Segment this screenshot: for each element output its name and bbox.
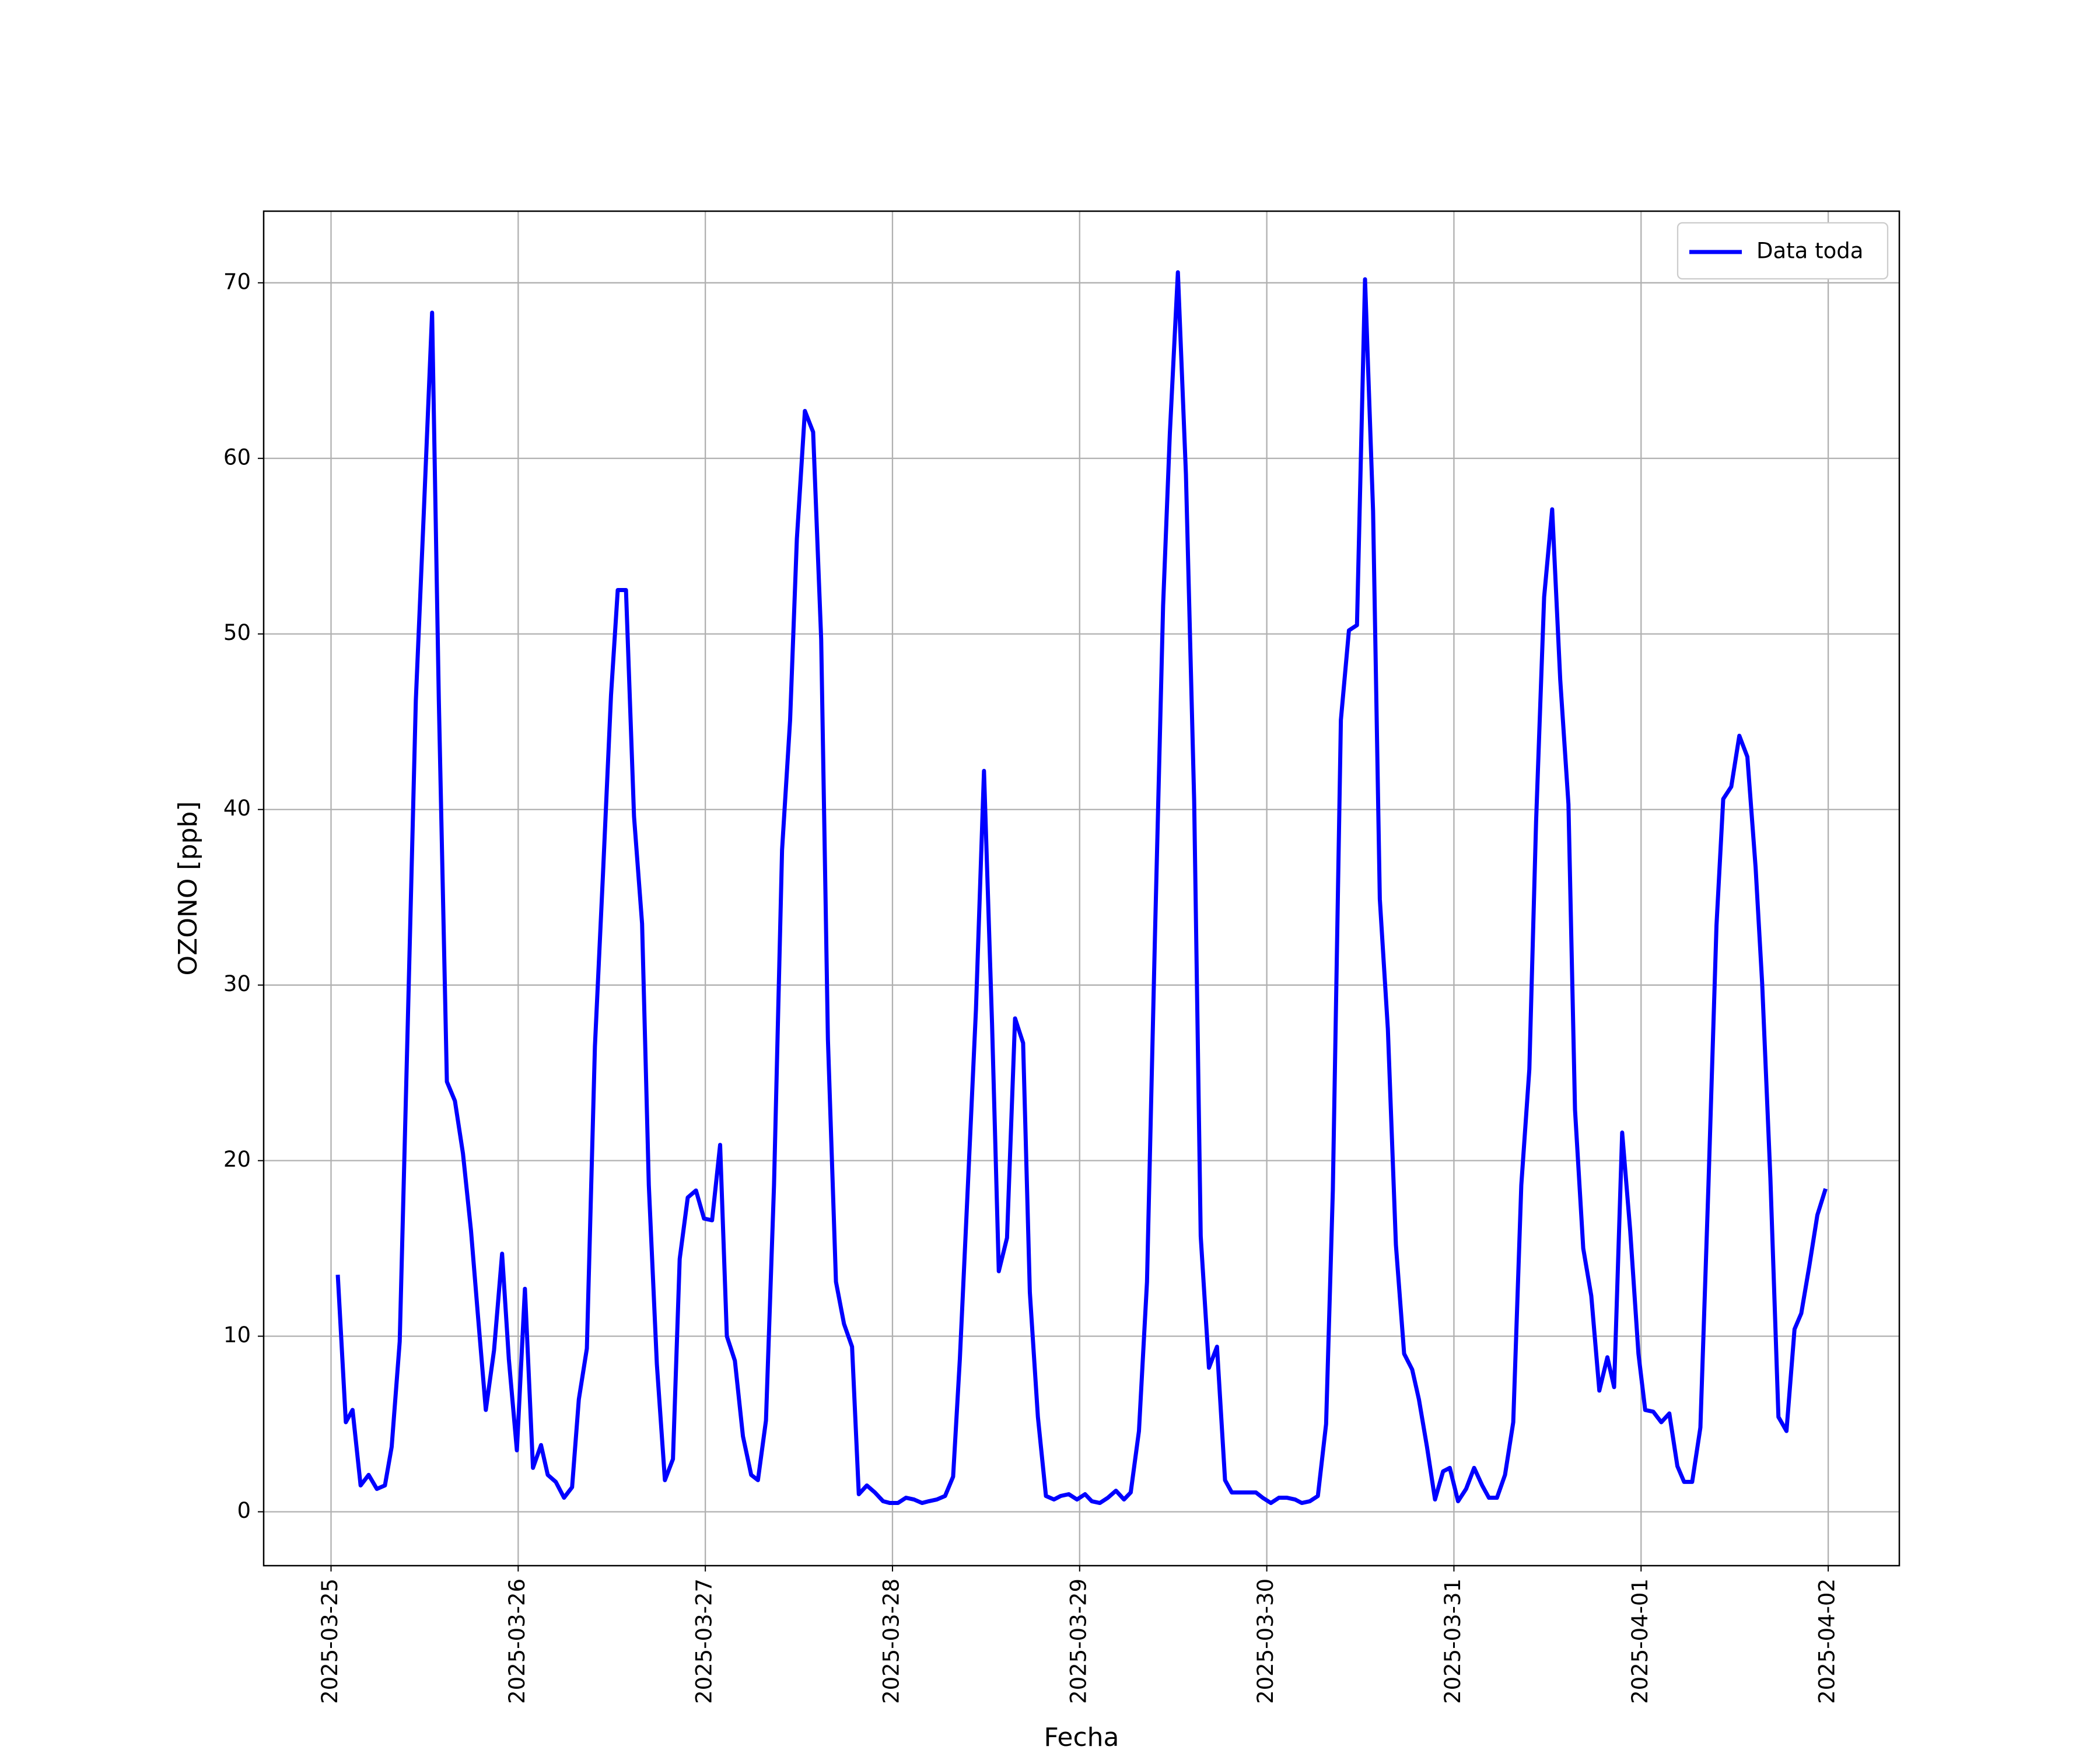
y-tick-label: 0 bbox=[237, 1498, 251, 1523]
legend-box bbox=[1676, 222, 1889, 280]
y-tick-label: 40 bbox=[223, 796, 251, 821]
y-tick-label: 10 bbox=[223, 1322, 251, 1348]
x-tick-label: 2025-03-26 bbox=[505, 1578, 530, 1704]
data-line bbox=[335, 270, 1828, 1506]
y-tick-label: 50 bbox=[223, 620, 251, 645]
y-tick-label: 60 bbox=[223, 444, 251, 470]
x-tick-label: 2025-03-31 bbox=[1440, 1578, 1465, 1704]
x-tick-label: 2025-03-25 bbox=[317, 1578, 342, 1704]
y-tick-label: 70 bbox=[223, 269, 251, 294]
legend-label: Data toda bbox=[1756, 239, 1863, 264]
legend: Data toda bbox=[1676, 222, 1889, 280]
x-tick-label: 2025-03-28 bbox=[878, 1578, 904, 1704]
y-axis-label: OZONO [ppb] bbox=[173, 801, 203, 975]
y-tick-label: 30 bbox=[223, 971, 251, 996]
x-tick-label: 2025-04-02 bbox=[1815, 1578, 1840, 1704]
x-tick-label: 2025-03-30 bbox=[1253, 1578, 1278, 1704]
x-axis-label: Fecha bbox=[1044, 1723, 1119, 1750]
plot-frame bbox=[262, 210, 1901, 1567]
x-tick-label: 2025-03-29 bbox=[1066, 1578, 1091, 1704]
x-tick-label: 2025-04-01 bbox=[1628, 1578, 1653, 1704]
x-tick-label: 2025-03-27 bbox=[692, 1578, 717, 1704]
y-tick-label: 20 bbox=[223, 1147, 251, 1172]
